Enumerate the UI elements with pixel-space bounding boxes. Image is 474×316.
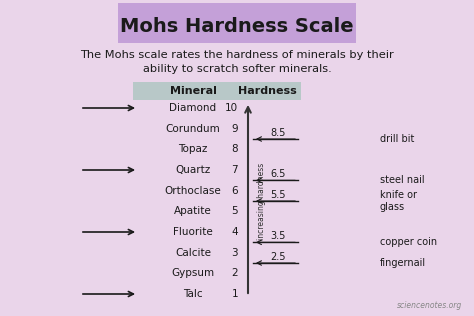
Text: Gypsum: Gypsum [172,268,215,278]
Text: drill bit: drill bit [380,134,414,144]
Text: 7: 7 [231,165,238,175]
Text: Calcite: Calcite [175,248,211,258]
Text: Orthoclase: Orthoclase [164,186,221,196]
Text: Corundum: Corundum [165,124,220,134]
Text: sciencenotes.org: sciencenotes.org [397,301,462,310]
Text: 8.5: 8.5 [270,128,286,138]
Text: Talc: Talc [183,289,203,299]
Text: 6: 6 [231,186,238,196]
Text: Apatite: Apatite [174,206,212,216]
Text: Mohs Hardness Scale: Mohs Hardness Scale [120,17,354,37]
Text: 8: 8 [231,144,238,154]
Text: Diamond: Diamond [169,103,217,113]
Text: Mineral: Mineral [170,86,217,96]
Text: Quartz: Quartz [175,165,210,175]
Bar [133,82,301,100]
Text: The Mohs scale rates the hardness of minerals by their
ability to scratch softer: The Mohs scale rates the hardness of min… [80,50,394,74]
Text: 5: 5 [231,206,238,216]
Text: Fluorite: Fluorite [173,227,213,237]
Text: 9: 9 [231,124,238,134]
Text: 2.5: 2.5 [270,252,286,262]
Text: 5.5: 5.5 [270,190,286,200]
Text: 3: 3 [231,248,238,258]
Bar [118,3,356,43]
Text: 4: 4 [231,227,238,237]
Text: knife or
glass: knife or glass [380,190,417,212]
Text: 3.5: 3.5 [270,231,286,241]
Text: 2: 2 [231,268,238,278]
Text: copper coin: copper coin [380,237,437,247]
Text: 10: 10 [225,103,238,113]
Text: Topaz: Topaz [178,144,208,154]
Text: increasing hardness: increasing hardness [257,162,266,240]
Text: steel nail: steel nail [380,175,425,185]
Text: 6.5: 6.5 [270,169,286,179]
Text: 1: 1 [231,289,238,299]
Text: Hardness: Hardness [237,86,296,96]
Text: fingernail: fingernail [380,258,426,268]
